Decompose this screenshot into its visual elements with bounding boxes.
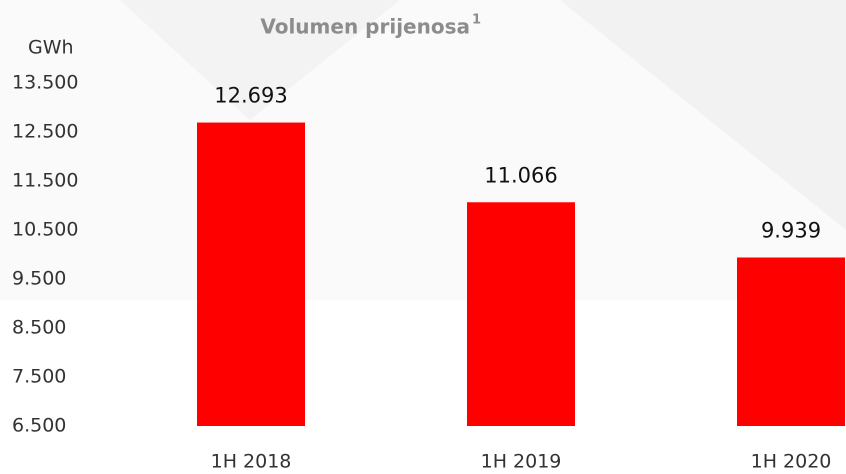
y-tick-label: 12.500 [12, 121, 78, 143]
x-tick-label: 1H 2018 [211, 451, 292, 473]
y-axis-label: GWh [28, 37, 74, 59]
y-tick-label: 11.500 [12, 170, 78, 192]
data-label: 12.693 [214, 84, 287, 108]
background-shape [560, 0, 846, 230]
bar [737, 257, 845, 426]
y-tick-label: 9.500 [12, 268, 66, 290]
bar [467, 202, 575, 426]
y-tick-label: 6.500 [12, 415, 66, 437]
title-footnote: 1 [472, 13, 481, 28]
x-tick-label: 1H 2020 [751, 451, 832, 473]
data-label: 9.939 [761, 218, 821, 242]
y-tick-label: 13.500 [12, 72, 78, 94]
y-tick-label: 10.500 [12, 219, 78, 241]
bar [197, 122, 305, 426]
chart-title: Volumen prijenosa [260, 15, 470, 39]
x-tick-label: 1H 2019 [481, 451, 562, 473]
data-label: 11.066 [484, 163, 557, 187]
y-tick-label: 8.500 [12, 317, 66, 339]
background-shape [120, 0, 400, 120]
y-tick-label: 7.500 [12, 366, 66, 388]
